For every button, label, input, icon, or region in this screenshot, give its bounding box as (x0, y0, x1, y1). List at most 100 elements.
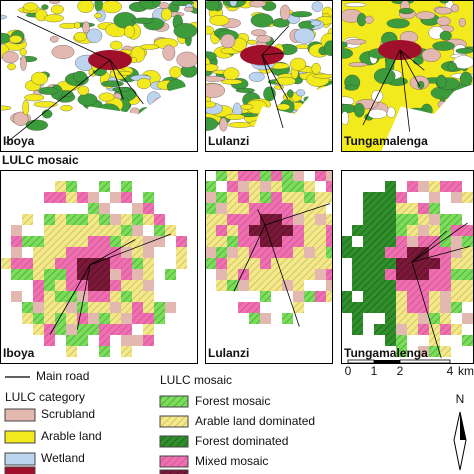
land-patch (184, 6, 194, 12)
mosaic-cell (99, 346, 110, 357)
scale-label: 1 (371, 364, 378, 378)
mosaic-cell (66, 335, 77, 346)
mosaic-cell (341, 247, 352, 258)
legend-title: LULC mosaic (160, 373, 232, 387)
mosaic-cell (271, 181, 282, 192)
mosaic-cell (33, 247, 44, 258)
mosaic-cell (44, 313, 55, 324)
mosaic-cell (66, 258, 77, 269)
mosaic-cell (260, 214, 271, 225)
land-patch (19, 48, 27, 57)
land-patch (263, 86, 276, 102)
land-patch (73, 31, 87, 42)
mosaic-cell (429, 203, 440, 214)
mosaic-cell (293, 258, 304, 269)
mosaic-cell (11, 225, 22, 236)
mosaic-cell (440, 324, 451, 335)
land-patch (344, 84, 359, 91)
mosaic-cell (55, 258, 66, 269)
mosaic-cell (462, 236, 473, 247)
mosaic-cell (132, 269, 143, 280)
mosaic-cell (44, 335, 55, 346)
mosaic-cell (66, 236, 77, 247)
mosaic-cell (326, 181, 333, 192)
mosaic-cell (99, 291, 110, 302)
land-patch (223, 67, 240, 81)
land-patch (386, 18, 410, 29)
mosaic-cell (429, 324, 440, 335)
mosaic-cell (238, 258, 249, 269)
mosaic-cell (249, 302, 260, 313)
mosaic-cell (293, 170, 304, 181)
mosaic-cell (418, 225, 429, 236)
mosaic-cell (143, 280, 154, 291)
mosaic-cell (110, 280, 121, 291)
mosaic-cell (205, 192, 216, 203)
mosaic-cell (396, 258, 407, 269)
mosaic-cell (374, 225, 385, 236)
mosaic-cell (121, 346, 132, 357)
road (49, 264, 91, 335)
legend: Main road LULC category LULC mosaic (4, 369, 232, 474)
land-patch (101, 0, 122, 14)
legend-label: Arable land dominated (195, 414, 315, 428)
mosaic-cell (77, 313, 88, 324)
mosaic-cell (282, 181, 293, 192)
mosaic-cell (418, 181, 429, 192)
land-patch (434, 7, 452, 15)
mosaic-cell (55, 313, 66, 324)
mosaic-cell (363, 247, 374, 258)
mosaic-cell (165, 225, 176, 236)
mosaic-cell (227, 269, 238, 280)
mosaic-cell (304, 192, 315, 203)
mosaic-cell (143, 335, 154, 346)
land-patch (341, 41, 348, 48)
land-patch (77, 0, 94, 13)
panel-label: Iboya (3, 134, 35, 148)
scale-unit: km (458, 364, 474, 378)
mosaic-cell (143, 214, 154, 225)
land-patch (279, 4, 291, 21)
legend-label: Main road (36, 369, 89, 383)
map-panel (0, 0, 198, 152)
land-patch (20, 55, 27, 71)
mosaic-cell (44, 214, 55, 225)
mosaic-cell (99, 203, 110, 214)
mosaic-cell (249, 280, 260, 291)
mosaic-cell (121, 313, 132, 324)
mosaic-cell (11, 269, 22, 280)
land-patch (348, 62, 368, 67)
mosaic-cell (462, 291, 473, 302)
land-patch (136, 78, 151, 89)
land-patch (248, 71, 265, 82)
mosaic-cell (341, 302, 352, 313)
mosaic-cell (418, 236, 429, 247)
mosaic-cell (121, 181, 132, 192)
land-patch (124, 25, 135, 39)
mosaic-cell (55, 302, 66, 313)
mosaic-cell (22, 236, 33, 247)
mosaic-cell (55, 225, 66, 236)
mosaic-cell (88, 214, 99, 225)
mosaic-cell (271, 203, 282, 214)
mosaic-cell (374, 203, 385, 214)
mosaic-cell (385, 247, 396, 258)
legend-swatch (159, 415, 189, 428)
mosaic-cell (249, 269, 260, 280)
mosaic-cell (271, 280, 282, 291)
mosaic-cell (143, 236, 154, 247)
mosaic-cell (374, 214, 385, 225)
panel-label: Lulanzi (208, 134, 249, 148)
mosaic-cell (429, 313, 440, 324)
road (411, 230, 448, 263)
mosaic-cell (121, 192, 132, 203)
mosaic-cell (44, 258, 55, 269)
mosaic-cell (374, 324, 385, 335)
mosaic-cell (315, 236, 326, 247)
mosaic-cell (88, 269, 99, 280)
mosaic-cell (429, 247, 440, 258)
mosaic-cell (55, 214, 66, 225)
mosaic-cell (77, 225, 88, 236)
mosaic-cell (282, 192, 293, 203)
mosaic-cell (304, 269, 315, 280)
